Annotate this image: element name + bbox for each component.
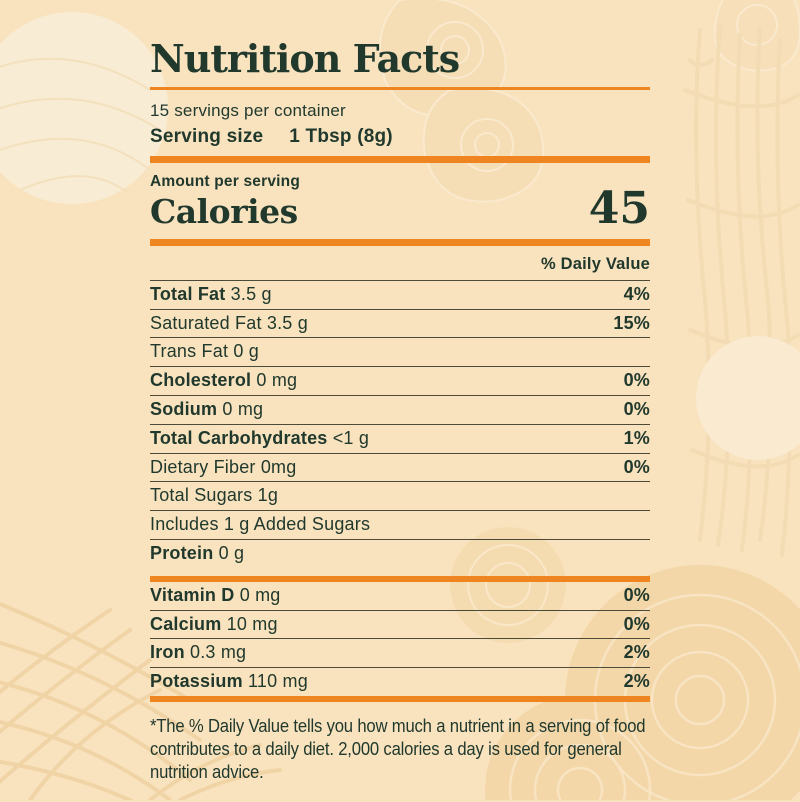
calories-value: 45 [588, 182, 650, 234]
divider-thick-orange [150, 575, 650, 582]
nutrient-name-amount: Total Fat 3.5 g [150, 283, 272, 304]
divider-thin-orange [150, 86, 650, 90]
nutrient-row: Total Fat 3.5 g 4% [150, 281, 650, 310]
calories-label: Calories [150, 191, 298, 231]
nutrient-row: Includes 1 g Added Sugars [150, 511, 650, 540]
nutrient-name-amount: Sodium 0 mg [150, 398, 264, 419]
divider-thick-orange [150, 155, 650, 163]
nutrient-row: Protein 0 g [150, 540, 650, 568]
nutrient-row: Calcium 10 mg 0% [150, 611, 650, 640]
nutrient-row: Total Carbohydrates <1 g 1% [150, 425, 650, 454]
nutrient-name-amount: Protein 0 g [150, 542, 245, 563]
nutrient-row: Trans Fat 0 g [150, 338, 650, 368]
blob-right-middle [696, 336, 800, 460]
grass-sketch-bottom-left [0, 601, 282, 800]
calories-row: Calories 45 [150, 182, 650, 234]
nutrient-name-amount: Cholesterol 0 mg [150, 370, 298, 391]
coconut-sketch-top-left [0, 12, 168, 204]
nutrient-daily-value: 1% [623, 427, 650, 448]
garlic-sketch-mid [450, 527, 566, 643]
nutrient-name-amount: Vitamin D 0 mg [150, 584, 281, 605]
nutrient-row: Sodium 0 mg 0% [150, 396, 650, 425]
nutrient-daily-value: 0% [623, 398, 650, 419]
nutrient-row: Saturated Fat 3.5 g 15% [150, 310, 650, 339]
strand-sketch-right [683, 23, 800, 557]
nutrient-name-amount: Trans Fat 0 g [150, 341, 259, 362]
nutrient-daily-value: 2% [623, 671, 650, 692]
nutrient-name-amount: Saturated Fat 3.5 g [150, 312, 308, 333]
nutrient-name-amount: Potassium 110 mg [150, 671, 308, 692]
divider-thick-orange [150, 695, 650, 702]
nutrient-daily-value: 4% [623, 283, 650, 304]
nutrient-row: Total Sugars 1g [150, 482, 650, 512]
nutrient-daily-value: 2% [623, 642, 650, 663]
nutrient-name-amount: Total Sugars 1g [150, 485, 279, 506]
nutrient-name-amount: Calcium 10 mg [150, 613, 278, 634]
nutrient-daily-value: 0% [623, 613, 650, 634]
amount-per-serving-label: Amount per serving [150, 172, 301, 190]
nutrient-daily-value: 0% [623, 584, 650, 605]
nutrient-row: Iron 0.3 mg 2% [150, 639, 650, 669]
nutrient-daily-value: 0% [623, 456, 650, 477]
daily-value-footnote: *The % Daily Value tells you how much a … [150, 714, 646, 782]
nutrition-facts-label: Nutrition Facts 15 servings per containe… [150, 38, 650, 802]
daily-value-header: % Daily Value [150, 246, 650, 281]
nutrient-row: Cholesterol 0 mg 0% [150, 367, 650, 396]
garlic-sketch-bottom-right [485, 565, 800, 800]
nutrient-row: Potassium 110 mg 2% [150, 668, 650, 696]
label-title: Nutrition Facts [150, 36, 460, 81]
serving-size-label: Serving size [150, 125, 264, 147]
nutrient-daily-value: 0% [623, 370, 650, 391]
rose-sketch-top-center [379, 0, 545, 203]
nutrient-name-amount: Includes 1 g Added Sugars [150, 514, 371, 535]
nutrient-rows: Total Fat 3.5 g 4% Saturated Fat 3.5 g 15% T… [150, 281, 650, 568]
serving-size-value: 1 Tbsp (8g) [289, 125, 393, 147]
micronutrient-rows: Vitamin D 0 mg 0% Calcium 10 mg 0% Iron 0.3 … [150, 582, 650, 696]
serving-size-row: Serving size 1 Tbsp (8g) [150, 126, 650, 148]
nutrient-name-amount: Dietary Fiber 0mg [150, 456, 297, 477]
nutrient-name-amount: Iron 0.3 mg [150, 642, 247, 663]
nutrient-row: Dietary Fiber 0mg 0% [150, 454, 650, 483]
servings-per-container: 15 servings per container [150, 100, 346, 120]
nutrient-name-amount: Total Carbohydrates <1 g [150, 427, 370, 448]
nutrient-row: Vitamin D 0 mg 0% [150, 582, 650, 611]
nutrient-daily-value: 15% [613, 312, 650, 333]
divider-thick-orange [150, 238, 650, 246]
